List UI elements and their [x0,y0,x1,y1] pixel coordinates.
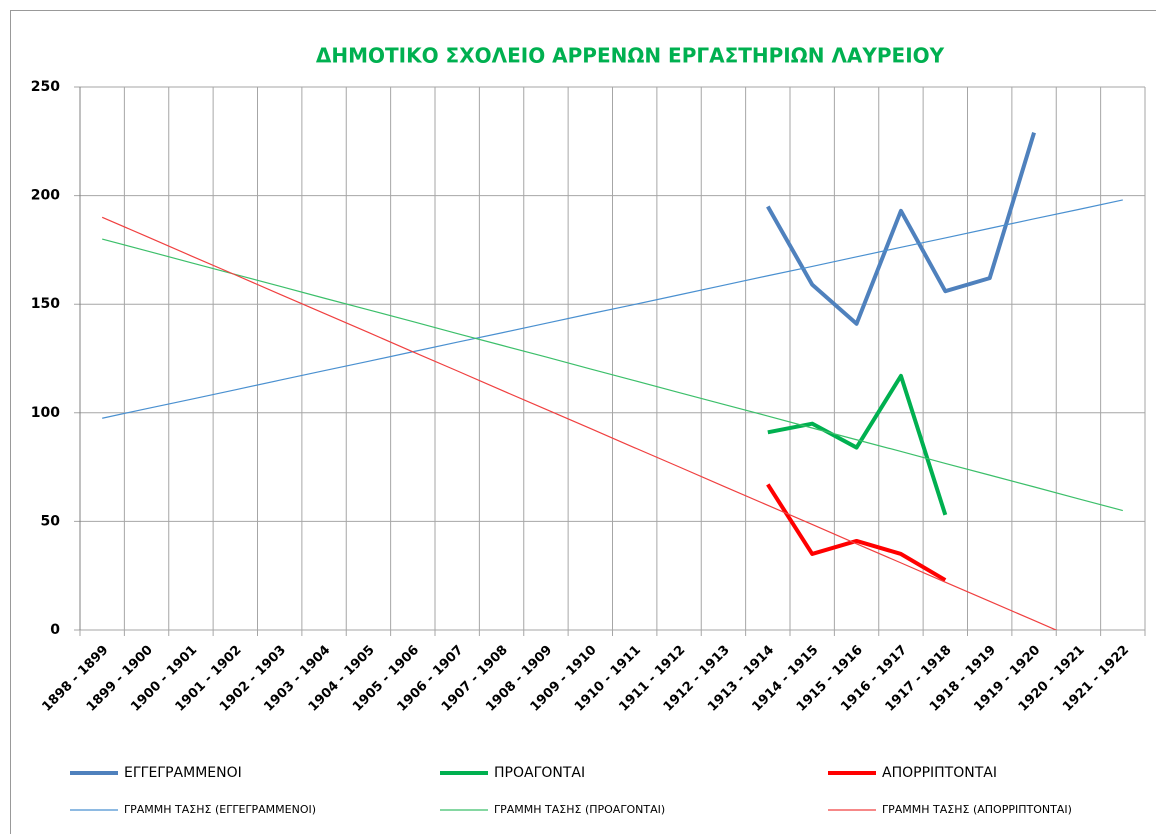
trend-line [101,216,1058,630]
y-tick-label: 150 [31,296,60,312]
legend-label: ΓΡΑΜΜΗ ΤΑΣΗΣ (ΕΓΓΕΓΡΑΜΜΕΝΟΙ) [124,803,316,816]
trend-line [102,238,1123,512]
legend-label: ΠΡΟΑΓΟΝΤΑΙ [494,765,585,781]
legend-label: ΓΡΑΜΜΗ ΤΑΣΗΣ (ΑΠΟΡΡΙΠΤΟΝΤΑΙ) [882,803,1072,816]
legend-label: ΓΡΑΜΜΗ ΤΑΣΗΣ (ΠΡΟΑΓΟΝΤΑΙ) [494,803,665,816]
series-line [766,483,947,582]
plot-area [101,132,1123,630]
y-tick-label: 250 [31,79,60,95]
y-tick-label: 200 [31,188,60,204]
chart-title: ΔΗΜΟΤΙΚΟ ΣΧΟΛΕΙΟ ΑΡΡΕΝΩΝ ΕΡΓΑΣΤΗΡΙΩΝ ΛΑΥ… [316,44,945,68]
series-line [766,132,1036,326]
legend-label: ΑΠΟΡΡΙΠΤΟΝΤΑΙ [882,765,997,781]
legend-label: ΕΓΓΕΓΡΑΜΜΕΝΟΙ [124,765,242,781]
y-tick-label: 0 [50,622,60,638]
chart-border [10,10,1156,834]
y-tick-label: 50 [41,513,61,529]
series-line [767,373,948,516]
y-tick-label: 100 [31,405,60,421]
trend-line [102,199,1123,419]
